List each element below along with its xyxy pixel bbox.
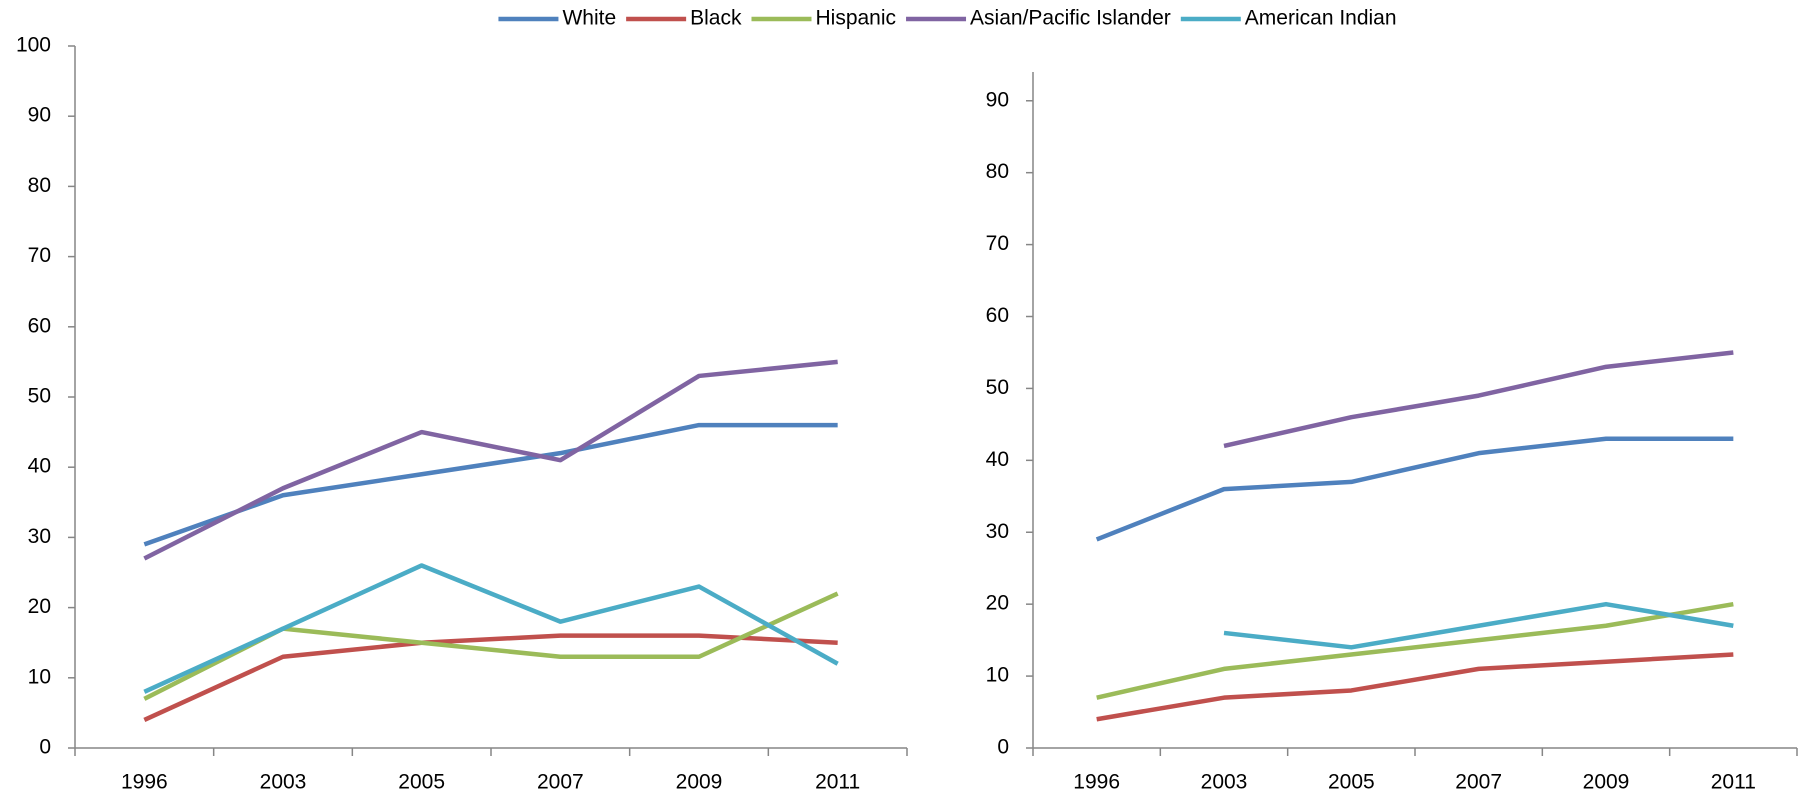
y-tick-label: 50 bbox=[986, 376, 1009, 399]
series-line bbox=[1096, 601, 1734, 700]
legend-label: White bbox=[562, 7, 616, 30]
y-tick-label: 60 bbox=[986, 304, 1009, 327]
series-line bbox=[143, 633, 838, 722]
x-tick-label: 2005 bbox=[398, 771, 445, 794]
y-tick-label: 90 bbox=[28, 104, 51, 127]
series-line bbox=[143, 359, 838, 561]
y-tick-label: 40 bbox=[28, 455, 51, 478]
legend-label: American Indian bbox=[1245, 7, 1397, 30]
legend-label: Asian/Pacific Islander bbox=[970, 7, 1171, 30]
y-tick-label: 100 bbox=[16, 34, 51, 57]
x-tick-label: 2003 bbox=[260, 771, 307, 794]
y-tick-label: 60 bbox=[28, 314, 51, 337]
y-tick-label: 20 bbox=[28, 595, 51, 618]
y-tick-label: 30 bbox=[28, 525, 51, 548]
y-tick-label: 90 bbox=[986, 88, 1009, 111]
x-tick-label: 2011 bbox=[815, 771, 860, 794]
series-line bbox=[143, 422, 838, 547]
y-tick-label: 30 bbox=[986, 520, 1009, 543]
y-tick-label: 0 bbox=[997, 736, 1009, 759]
y-tick-label: 80 bbox=[28, 174, 51, 197]
y-tick-label: 70 bbox=[986, 232, 1009, 255]
x-tick-label: 1996 bbox=[1073, 771, 1120, 794]
legend-label: Hispanic bbox=[815, 7, 896, 30]
series-line bbox=[1223, 350, 1734, 449]
series-line bbox=[1095, 436, 1734, 542]
y-tick-label: 50 bbox=[28, 385, 51, 408]
series-line bbox=[1223, 601, 1734, 650]
series-line bbox=[1096, 652, 1734, 722]
x-tick-label: 2011 bbox=[1711, 771, 1756, 794]
y-tick-label: 20 bbox=[986, 592, 1009, 615]
y-tick-label: 10 bbox=[986, 664, 1009, 687]
y-tick-label: 40 bbox=[986, 448, 1009, 471]
x-tick-label: 2007 bbox=[1455, 771, 1502, 794]
x-tick-label: 2007 bbox=[537, 771, 584, 794]
y-tick-label: 10 bbox=[28, 665, 51, 688]
x-tick-label: 2003 bbox=[1201, 771, 1248, 794]
x-tick-label: 2005 bbox=[1328, 771, 1375, 794]
series-line bbox=[143, 563, 839, 694]
y-tick-label: 0 bbox=[39, 736, 51, 759]
x-tick-label: 1996 bbox=[121, 771, 168, 794]
x-tick-label: 2009 bbox=[676, 771, 723, 794]
legend-label: Black bbox=[690, 7, 742, 30]
y-tick-label: 70 bbox=[28, 244, 51, 267]
x-tick-label: 2009 bbox=[1583, 771, 1630, 794]
y-tick-label: 80 bbox=[986, 160, 1009, 183]
